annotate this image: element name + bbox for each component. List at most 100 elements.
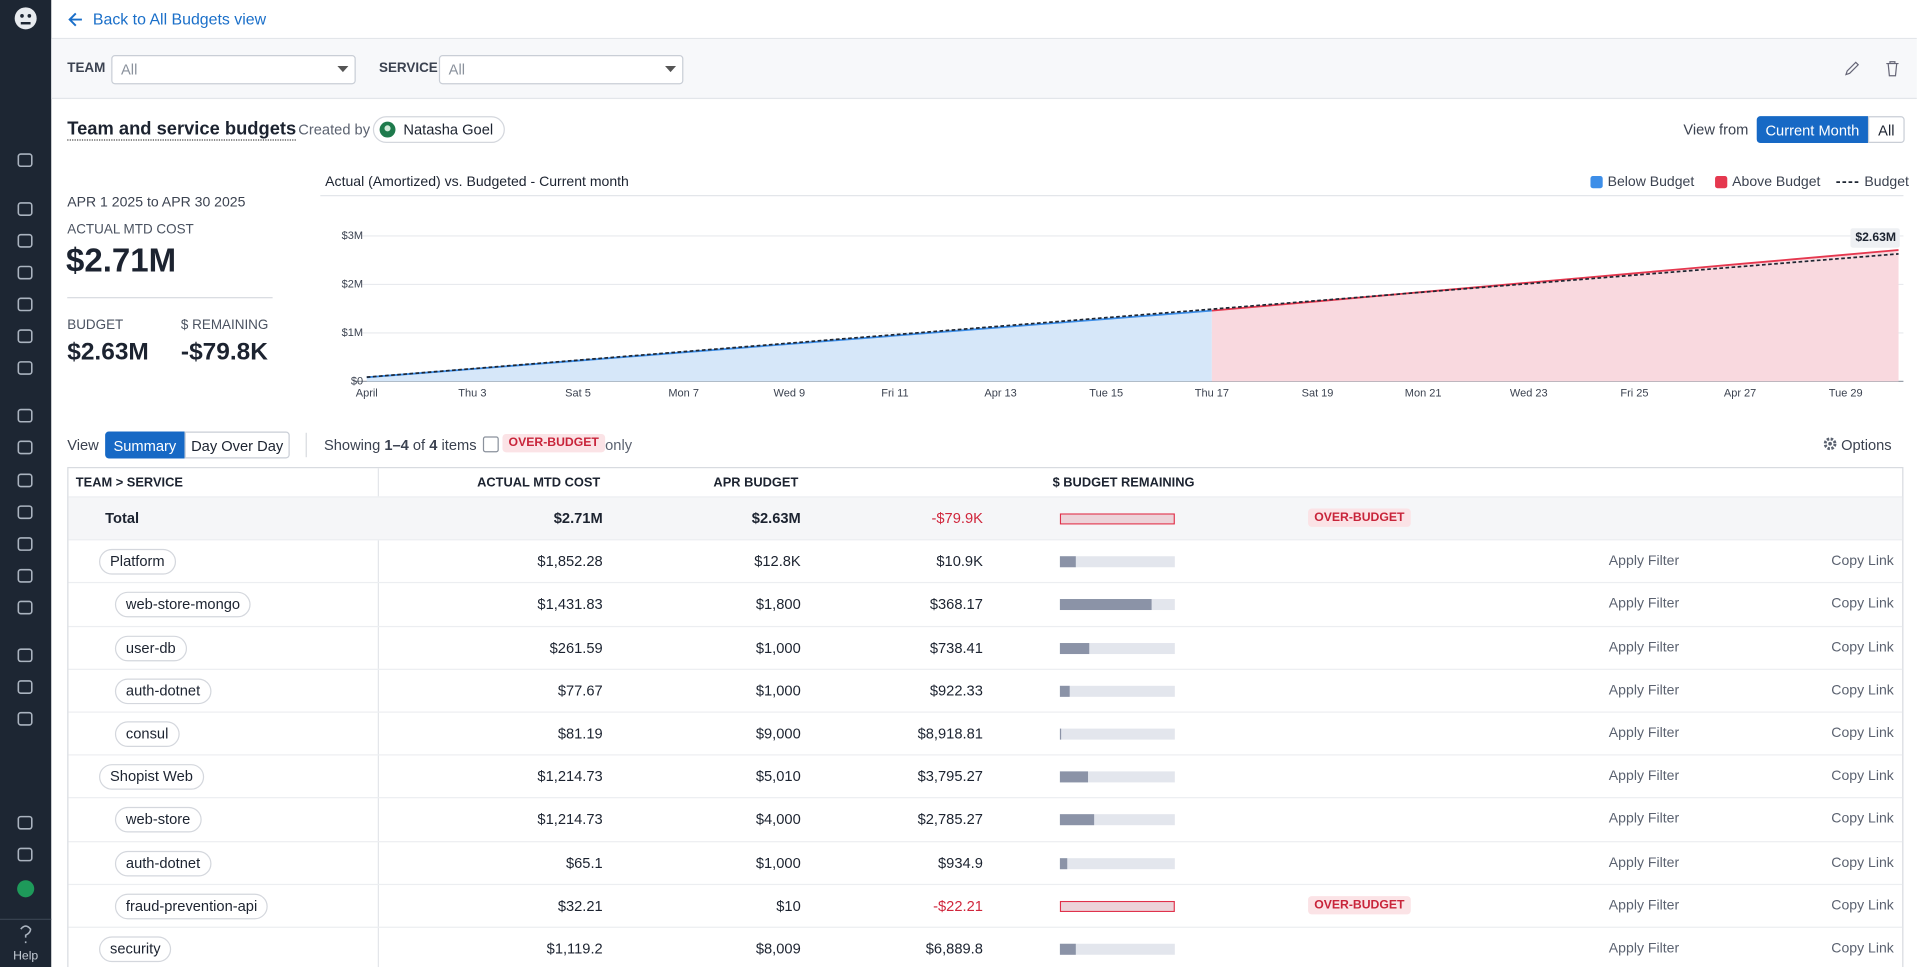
nav-icon[interactable] (17, 600, 33, 615)
x-tick-label: Tue 15 (1089, 388, 1123, 400)
nav-icon[interactable] (17, 847, 33, 862)
options-icon[interactable] (1823, 436, 1838, 451)
service-chip[interactable]: user-db (114, 635, 187, 661)
copy-link[interactable]: Copy Link (1831, 597, 1894, 612)
apply-filter[interactable]: Apply Filter (1608, 726, 1680, 741)
apply-filter[interactable]: Apply Filter (1608, 941, 1680, 956)
copy-link[interactable]: Copy Link (1831, 640, 1894, 655)
legend-label: Budget (1864, 173, 1909, 189)
y-tick-label: $3M (342, 230, 363, 242)
nav-icon[interactable] (17, 648, 33, 663)
column-header[interactable]: APR BUDGET (713, 475, 799, 491)
copy-link[interactable]: Copy Link (1831, 769, 1894, 784)
team-select[interactable]: All (111, 55, 356, 85)
service-select[interactable]: All (438, 55, 684, 85)
team-chip[interactable]: Shopist Web (99, 764, 204, 790)
author-chip[interactable]: Natasha Goel (372, 116, 506, 144)
apply-filter[interactable]: Apply Filter (1608, 683, 1680, 698)
nav-icon[interactable] (17, 265, 33, 280)
remaining: $368.17 (929, 595, 983, 613)
legend-swatch (1715, 176, 1728, 189)
nav-icon[interactable] (17, 297, 33, 312)
team-chip[interactable]: security (99, 936, 172, 963)
x-tick-label: Sat 5 (565, 388, 591, 400)
row-name: Total (105, 509, 140, 527)
service-chip[interactable]: auth-dotnet (114, 678, 212, 704)
service-chip[interactable]: fraud-prevention-api (114, 893, 269, 920)
actual-value: $2.71M (66, 242, 177, 279)
x-tick-label: Thu 17 (1195, 388, 1229, 400)
chart-title: Actual (Amortized) vs. Budgeted - Curren… (325, 173, 629, 189)
nav-icon[interactable] (17, 440, 33, 455)
nav-icon[interactable] (17, 361, 33, 375)
nav-icon[interactable] (17, 153, 33, 168)
sidebar: Help (0, 0, 52, 967)
copy-link[interactable]: Copy Link (1831, 683, 1894, 698)
copy-link[interactable]: Copy Link (1831, 941, 1894, 956)
nav-icon[interactable] (17, 711, 33, 726)
usage-bar (1059, 642, 1090, 654)
apply-filter[interactable]: Apply Filter (1608, 769, 1680, 784)
actual-cost: $1,214.73 (537, 810, 603, 829)
service-chip[interactable]: web-store-mongo (114, 592, 252, 618)
copy-link[interactable]: Copy Link (1831, 812, 1894, 827)
legend-swatch (1590, 176, 1603, 189)
nav-icon[interactable] (17, 505, 33, 520)
view-from-buttons: Current Month All (1756, 116, 1905, 144)
segment-button[interactable]: Current Month (1756, 116, 1868, 144)
user-avatar[interactable] (17, 880, 35, 898)
budget: $10 (776, 897, 801, 915)
over-budget-badge: OVER-BUDGET (1308, 895, 1411, 915)
nav-icon[interactable] (17, 473, 33, 488)
back-arrow[interactable] (67, 11, 84, 28)
x-tick-label: Fri 25 (1620, 388, 1648, 400)
apply-filter[interactable]: Apply Filter (1608, 597, 1680, 612)
nav-icon[interactable] (17, 329, 33, 344)
budget: $1,000 (755, 681, 801, 700)
remaining: $8,918.81 (917, 724, 983, 743)
value-label: $2.63M (1855, 230, 1896, 244)
showing-of: of (412, 436, 426, 454)
column-header[interactable]: $ BUDGET REMAINING (1052, 475, 1195, 491)
apply-filter[interactable]: Apply Filter (1608, 554, 1680, 569)
apply-filter[interactable]: Apply Filter (1608, 855, 1680, 870)
segment-button[interactable]: Summary (105, 431, 185, 459)
service-value: All (448, 61, 465, 79)
copy-link[interactable]: Copy Link (1831, 554, 1894, 569)
edit-icon[interactable] (1844, 60, 1861, 77)
column-header[interactable]: ACTUAL MTD COST (477, 475, 601, 491)
nav-icon[interactable] (17, 408, 33, 423)
nav-icon[interactable] (17, 202, 33, 216)
back-link[interactable]: Back to All Budgets view (92, 9, 267, 29)
team-chip[interactable]: Platform (99, 549, 176, 575)
apply-filter[interactable]: Apply Filter (1608, 640, 1680, 655)
nav-icon[interactable] (17, 233, 33, 248)
copy-link[interactable]: Copy Link (1831, 898, 1894, 913)
nav-icon[interactable] (17, 680, 33, 694)
usage-bar (1059, 771, 1088, 783)
nav-icon[interactable] (17, 568, 33, 583)
only-label: only (605, 436, 633, 454)
segment-button[interactable]: All (1867, 116, 1905, 144)
over-budget-chip: OVER-BUDGET (502, 433, 606, 453)
service-chip[interactable]: web-store (114, 807, 202, 833)
over-budget-checkbox[interactable] (482, 436, 499, 453)
nav-icon[interactable] (17, 537, 33, 551)
apply-filter[interactable]: Apply Filter (1608, 898, 1680, 913)
copy-link[interactable]: Copy Link (1831, 726, 1894, 741)
apply-filter[interactable]: Apply Filter (1608, 812, 1680, 827)
delete-icon[interactable] (1884, 60, 1901, 77)
service-label: SERVICE (378, 61, 438, 76)
options-button[interactable]: Options (1841, 436, 1892, 454)
help-label[interactable]: Help (13, 949, 38, 963)
copy-link[interactable]: Copy Link (1831, 855, 1894, 870)
usage-bar (1059, 857, 1068, 869)
x-tick-label: Wed 23 (1510, 388, 1548, 400)
service-chip[interactable]: consul (114, 721, 180, 747)
column-header[interactable]: TEAM > SERVICE (75, 475, 183, 491)
actual-cost: $1,214.73 (537, 767, 603, 786)
segment-button[interactable]: Day Over Day (184, 431, 290, 459)
nav-icon[interactable] (17, 815, 33, 830)
usage-bar (1059, 728, 1062, 740)
service-chip[interactable]: auth-dotnet (114, 850, 212, 877)
